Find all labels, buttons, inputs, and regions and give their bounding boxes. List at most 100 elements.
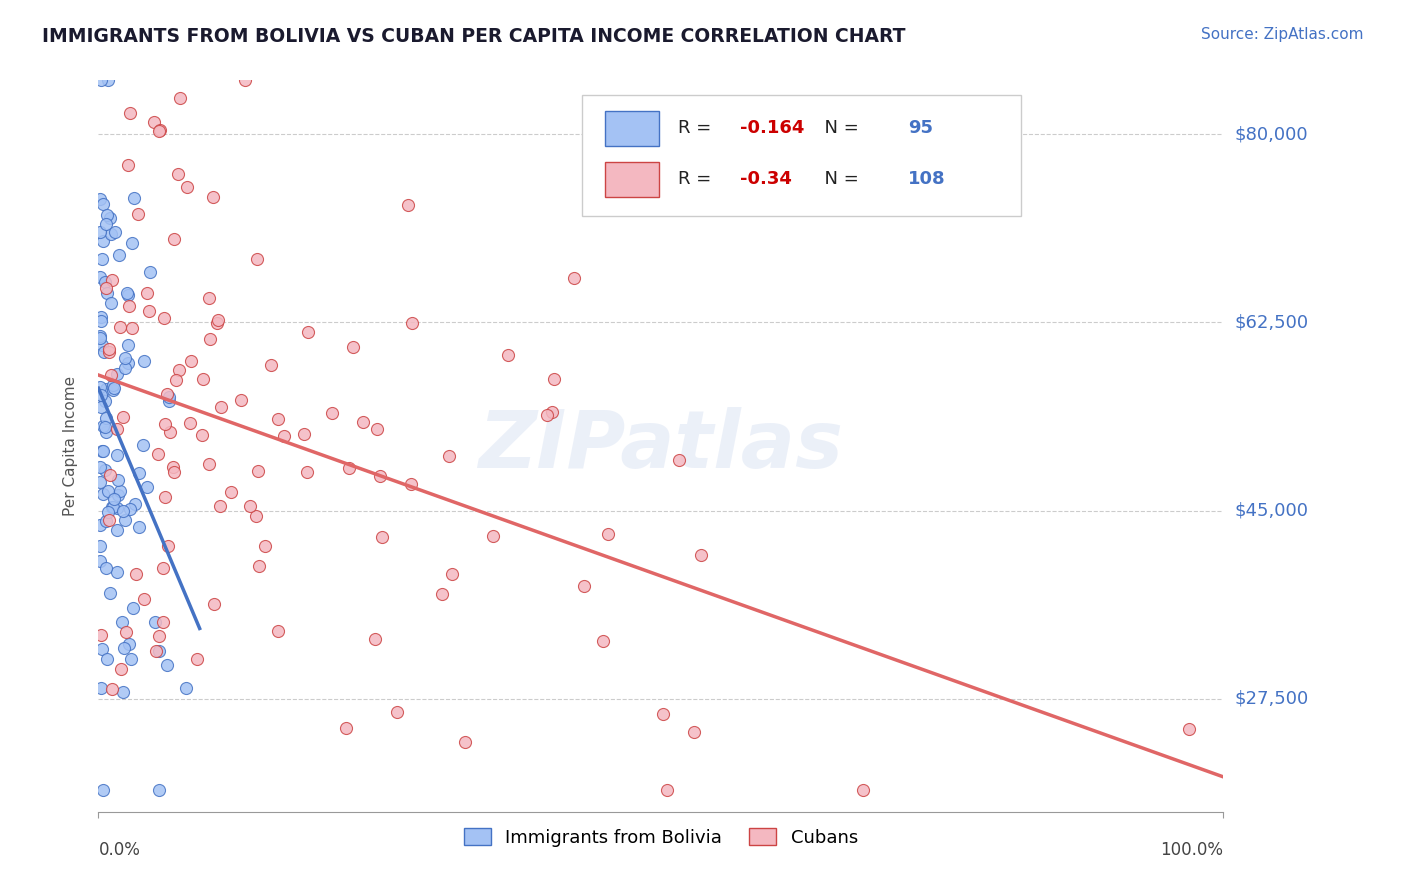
- Point: [294, 427, 316, 442]
- Point: [167, 363, 190, 377]
- Point: [541, 405, 564, 419]
- Text: 108: 108: [908, 170, 946, 188]
- Point: [101, 378, 124, 392]
- Point: [247, 559, 270, 574]
- Point: [165, 373, 187, 387]
- Point: [193, 372, 215, 386]
- Point: [100, 227, 122, 242]
- Text: 95: 95: [908, 119, 934, 136]
- Point: [128, 520, 150, 534]
- Point: [297, 325, 319, 339]
- Point: [89, 270, 111, 285]
- Point: [668, 453, 690, 467]
- Point: [97, 504, 120, 518]
- Point: [592, 634, 614, 648]
- Text: -0.34: -0.34: [740, 170, 792, 188]
- Point: [260, 359, 283, 373]
- Point: [128, 467, 150, 481]
- Point: [254, 539, 277, 553]
- Point: [562, 271, 585, 285]
- Point: [89, 459, 111, 474]
- Point: [108, 248, 131, 262]
- Point: [430, 587, 453, 601]
- Point: [396, 198, 419, 212]
- Point: [94, 420, 117, 434]
- Point: [91, 234, 114, 248]
- Point: [652, 706, 675, 721]
- Point: [132, 353, 155, 368]
- Point: [91, 338, 114, 352]
- Point: [97, 345, 120, 359]
- Point: [496, 348, 519, 362]
- Point: [94, 425, 117, 440]
- Bar: [605, 162, 658, 197]
- Point: [98, 586, 121, 600]
- Point: [121, 600, 143, 615]
- Text: IMMIGRANTS FROM BOLIVIA VS CUBAN PER CAPITA INCOME CORRELATION CHART: IMMIGRANTS FROM BOLIVIA VS CUBAN PER CAP…: [42, 27, 905, 45]
- Point: [108, 319, 131, 334]
- Point: [162, 459, 184, 474]
- Point: [89, 192, 111, 206]
- Point: [96, 286, 118, 301]
- Point: [231, 393, 253, 408]
- Point: [103, 384, 125, 398]
- Point: [205, 316, 228, 330]
- Point: [148, 783, 170, 797]
- Point: [112, 504, 135, 518]
- Point: [657, 783, 679, 797]
- Point: [136, 480, 159, 494]
- Point: [91, 419, 114, 434]
- Point: [157, 539, 180, 553]
- Point: [176, 180, 198, 194]
- Point: [94, 463, 117, 477]
- Point: [117, 637, 139, 651]
- Point: [191, 427, 214, 442]
- Point: [145, 644, 167, 658]
- Point: [155, 417, 177, 431]
- Point: [100, 368, 122, 382]
- Point: [96, 208, 118, 222]
- Point: [163, 231, 186, 245]
- Point: [91, 783, 114, 797]
- Text: $80,000: $80,000: [1234, 125, 1308, 143]
- Text: ZIPatlas: ZIPatlas: [478, 407, 844, 485]
- Point: [157, 390, 180, 404]
- Point: [342, 340, 364, 354]
- Point: [134, 591, 156, 606]
- Point: [89, 331, 111, 345]
- Point: [94, 275, 117, 289]
- Point: [103, 492, 125, 507]
- Point: [94, 514, 117, 528]
- Point: [107, 488, 129, 502]
- Point: [543, 372, 565, 386]
- Point: [335, 721, 357, 735]
- Point: [221, 484, 243, 499]
- Point: [111, 409, 134, 424]
- Point: [198, 332, 221, 346]
- Point: [163, 465, 186, 479]
- Point: [103, 500, 125, 514]
- Point: [385, 705, 408, 719]
- Point: [454, 735, 477, 749]
- Point: [121, 236, 143, 251]
- Point: [118, 502, 141, 516]
- Point: [105, 367, 128, 381]
- Point: [107, 473, 129, 487]
- Point: [96, 652, 118, 666]
- Point: [186, 651, 208, 665]
- Point: [127, 207, 149, 221]
- Point: [159, 425, 181, 439]
- Point: [90, 310, 112, 324]
- Text: 100.0%: 100.0%: [1160, 841, 1223, 859]
- Point: [91, 443, 114, 458]
- Point: [105, 500, 128, 515]
- Point: [91, 444, 114, 458]
- Point: [295, 465, 318, 479]
- Point: [152, 561, 174, 575]
- Point: [89, 225, 111, 239]
- Point: [437, 450, 460, 464]
- Point: [245, 252, 267, 266]
- Point: [267, 624, 290, 639]
- Point: [574, 579, 596, 593]
- Point: [152, 615, 174, 629]
